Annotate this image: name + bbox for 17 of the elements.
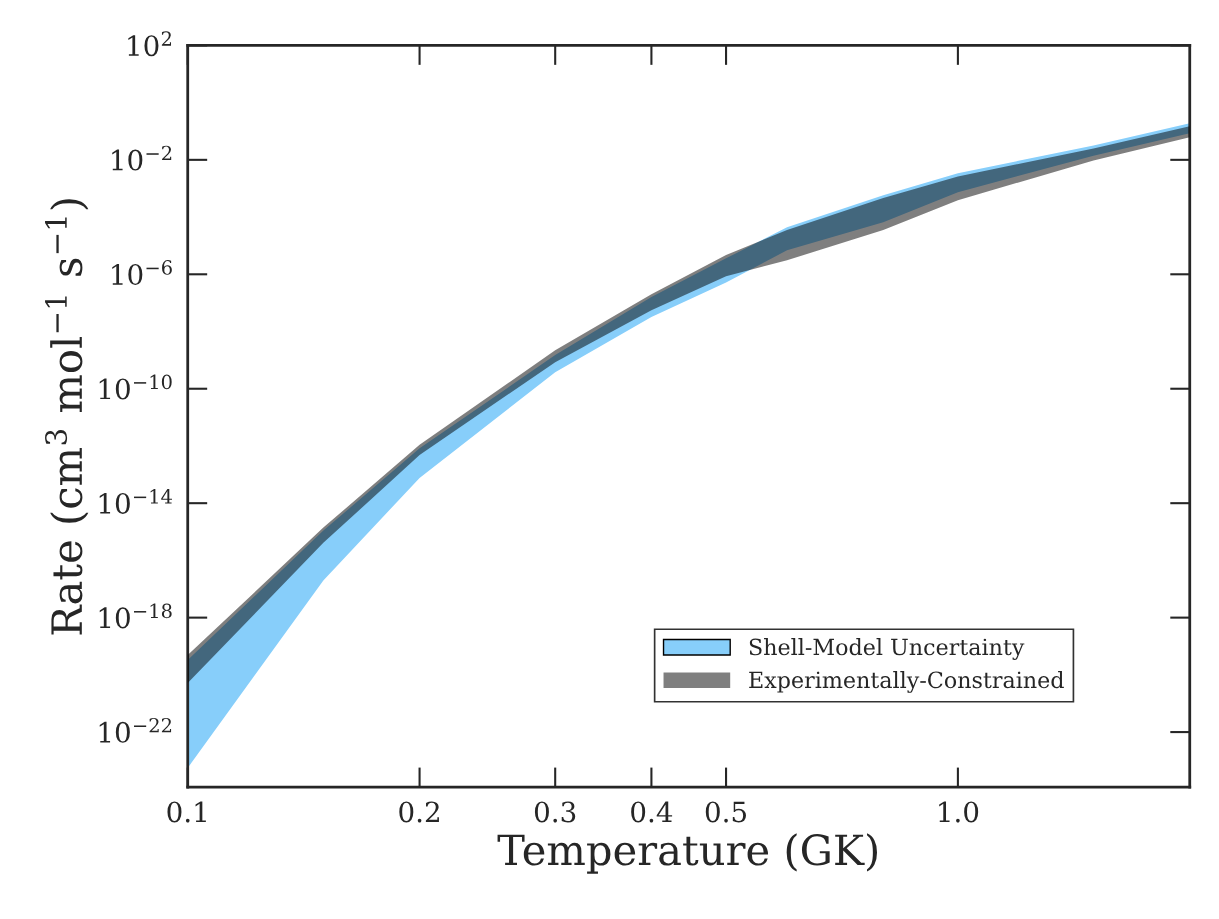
y-tick-label: 10$^{−10}$ [99, 374, 172, 400]
legend-label: Experimentally-Constrained [749, 671, 1064, 693]
y-tick-label: 10$^{2}$ [128, 31, 172, 57]
x-tick-label: 0.1 [167, 801, 206, 823]
y-axis-title: Rate (cm$^{3}$ mol$^{−1}$ s$^{−1}$) [45, 199, 89, 635]
x-axis-title: Temperature (GK) [497, 833, 878, 874]
x-tick-label: 0.4 [631, 801, 673, 823]
y-tick-label: 10$^{−14}$ [99, 489, 172, 514]
legend-label: Shell-Model Uncertainty [749, 638, 1025, 660]
x-tick-label: 0.3 [534, 801, 576, 823]
y-tick-label: 10$^{−18}$ [99, 603, 172, 629]
y-tick-label: 10$^{−6}$ [112, 260, 172, 286]
x-tick-label: 1.0 [939, 801, 979, 823]
y-tick-label: 10$^{−22}$ [99, 717, 172, 743]
y-tick-label: 10$^{−2}$ [112, 145, 172, 171]
x-tick-label: 0.5 [705, 801, 746, 823]
x-tick-label: 0.2 [399, 801, 439, 823]
